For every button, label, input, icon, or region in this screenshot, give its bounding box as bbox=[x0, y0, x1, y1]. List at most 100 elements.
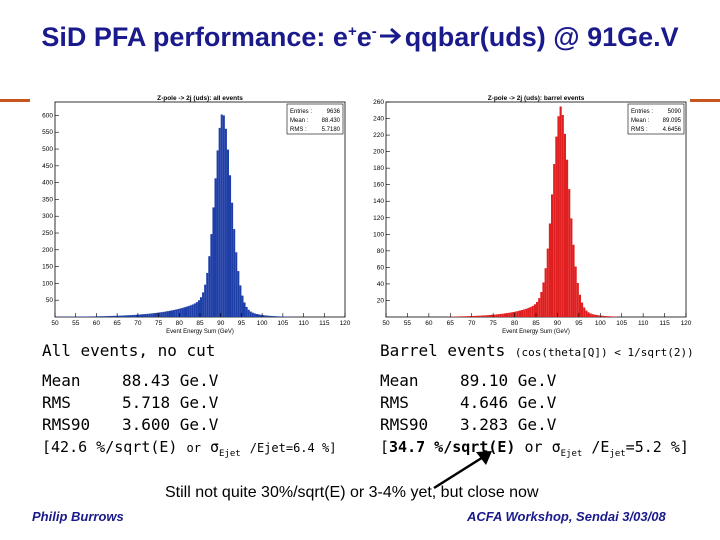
y-tick-label: 40 bbox=[377, 281, 385, 288]
stats-label: Entries : bbox=[631, 109, 653, 115]
x-tick-label: 90 bbox=[554, 320, 562, 327]
histogram-bar bbox=[533, 304, 536, 317]
histogram-bar bbox=[260, 314, 263, 317]
y-tick-label: 60 bbox=[377, 264, 385, 271]
histogram-bar bbox=[600, 315, 603, 317]
histogram-bar bbox=[585, 310, 588, 317]
y-tick-label: 150 bbox=[42, 264, 53, 271]
histogram-bar bbox=[168, 310, 171, 317]
histogram-bar bbox=[175, 309, 178, 317]
y-tick-label: 300 bbox=[42, 213, 53, 220]
y-tick-label: 220 bbox=[373, 132, 384, 139]
stats-value: 4.6456 bbox=[663, 127, 682, 133]
y-tick-label: 100 bbox=[373, 231, 384, 238]
histogram-bar bbox=[164, 311, 167, 317]
histogram-bar bbox=[88, 316, 91, 317]
histogram-bar bbox=[501, 313, 504, 317]
histogram-bar bbox=[484, 315, 487, 317]
histogram-bar bbox=[108, 315, 111, 317]
stat-key: RMS90 bbox=[42, 415, 91, 434]
histogram-bar bbox=[570, 218, 573, 317]
histogram-bar bbox=[454, 316, 457, 317]
x-tick-label: 115 bbox=[659, 320, 670, 327]
x-tick-label: 80 bbox=[176, 320, 184, 327]
y-tick-label: 400 bbox=[42, 180, 53, 187]
reso-or: or bbox=[186, 441, 201, 455]
left-stat-rms90: RMS90 3.600 Ge.V bbox=[42, 414, 336, 436]
histogram-bar bbox=[536, 301, 539, 317]
histogram-bar bbox=[110, 315, 113, 317]
y-tick-label: 200 bbox=[373, 149, 384, 156]
histogram-bar bbox=[131, 314, 134, 317]
histogram-bar bbox=[220, 114, 223, 317]
histogram-bar bbox=[253, 313, 256, 317]
histogram-bar bbox=[555, 136, 558, 317]
x-axis-label: Event Energy Sum (GeV) bbox=[502, 329, 570, 335]
histogram-bar bbox=[202, 292, 205, 317]
x-tick-label: 55 bbox=[72, 320, 80, 327]
histogram-bar bbox=[589, 313, 592, 317]
x-tick-label: 100 bbox=[595, 320, 606, 327]
plot-title: Z-pole -> 2j (uds): barrel events bbox=[488, 95, 585, 102]
histogram-bar bbox=[566, 159, 569, 317]
left-stat-mean: Mean 88.43 Ge.V bbox=[42, 370, 336, 392]
histogram-bar bbox=[602, 315, 605, 317]
histogram-bar bbox=[461, 316, 464, 317]
histogram-bar bbox=[608, 316, 611, 317]
stats-value: 5090 bbox=[668, 109, 682, 115]
histogram-bar bbox=[538, 298, 541, 317]
histogram-bar bbox=[179, 308, 182, 317]
x-tick-label: 110 bbox=[638, 320, 649, 327]
histogram-bar bbox=[525, 308, 528, 317]
y-tick-label: 250 bbox=[42, 230, 53, 237]
histogram-bar bbox=[583, 307, 586, 317]
histogram-bar bbox=[576, 283, 579, 317]
stat-value: 4.646 Ge.V bbox=[460, 393, 557, 412]
histogram-bar bbox=[274, 316, 277, 317]
histogram-bar bbox=[197, 300, 200, 317]
histogram-bar bbox=[548, 223, 551, 317]
y-tick-label: 240 bbox=[373, 116, 384, 123]
histogram-bar bbox=[465, 316, 468, 317]
y-tick-label: 180 bbox=[373, 165, 384, 172]
right-stats-panel: Barrel events (cos(theta[Q]) < 1/sqrt(2)… bbox=[380, 340, 694, 465]
histogram-bar bbox=[249, 311, 252, 317]
histogram-bar bbox=[210, 234, 213, 317]
plot-title: Z-pole -> 2j (uds): all events bbox=[157, 95, 243, 102]
histogram-bar bbox=[193, 303, 196, 317]
y-tick-label: 80 bbox=[377, 248, 385, 255]
y-tick-label: 20 bbox=[377, 297, 385, 304]
histogram-bar bbox=[491, 314, 494, 317]
histogram-bar bbox=[531, 305, 534, 317]
stat-value: 89.10 Ge.V bbox=[460, 371, 557, 390]
x-tick-label: 115 bbox=[319, 320, 330, 327]
x-tick-label: 95 bbox=[575, 320, 583, 327]
reso-sub: Ejet bbox=[560, 449, 583, 459]
y-tick-label: 140 bbox=[373, 198, 384, 205]
histogram-bar bbox=[471, 315, 474, 317]
histogram-bar bbox=[119, 315, 122, 317]
y-tick-label: 200 bbox=[42, 247, 53, 254]
histogram-bar bbox=[106, 316, 109, 317]
histogram-bar bbox=[94, 316, 97, 317]
histogram-bar bbox=[150, 313, 153, 317]
x-tick-label: 75 bbox=[155, 320, 163, 327]
histogram-bar bbox=[100, 316, 103, 317]
reso-suffix: =5.2 %] bbox=[625, 438, 689, 456]
histogram-bar bbox=[264, 315, 267, 317]
histogram-bar bbox=[222, 115, 225, 318]
stat-value: 88.43 Ge.V bbox=[122, 371, 219, 390]
histogram-bar bbox=[160, 312, 163, 317]
histogram-bar bbox=[497, 314, 500, 317]
histogram-bar bbox=[156, 312, 159, 317]
histogram-all-events-svg: Z-pole -> 2j (uds): all events Entries : 9… bbox=[42, 95, 351, 335]
histogram-bar bbox=[239, 285, 242, 317]
x-tick-label: 85 bbox=[196, 320, 204, 327]
histogram-bar bbox=[480, 315, 483, 317]
summary-note: Still not quite 30%/sqrt(E) or 3-4% yet,… bbox=[165, 484, 539, 501]
histogram-bar bbox=[195, 302, 198, 317]
histogram-bar bbox=[456, 316, 459, 317]
y-tick-label: 100 bbox=[42, 280, 53, 287]
x-tick-label: 60 bbox=[93, 320, 101, 327]
stats-value: 9636 bbox=[327, 109, 341, 115]
